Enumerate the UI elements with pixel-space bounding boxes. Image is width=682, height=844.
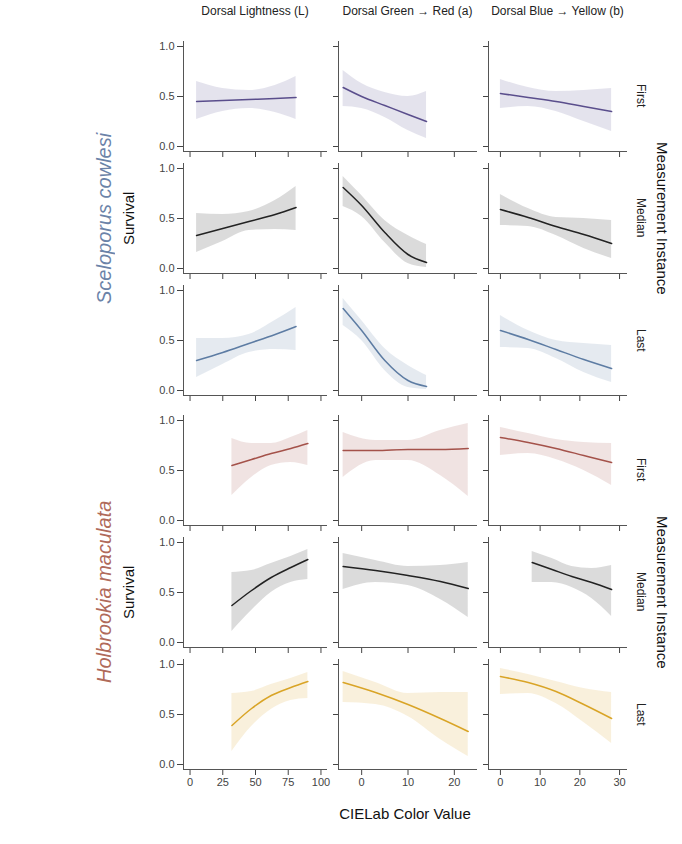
svg-text:0.0: 0.0 xyxy=(159,140,174,152)
html-text:Median: Median xyxy=(634,572,648,612)
html-text:Last: Last xyxy=(634,702,648,726)
html-text:Last: Last xyxy=(634,328,648,352)
svg-text:1.0: 1.0 xyxy=(159,284,174,296)
svg-text:1.0: 1.0 xyxy=(159,40,174,52)
svg-text:0.5: 0.5 xyxy=(159,708,174,720)
svg-text:0.0: 0.0 xyxy=(159,384,174,396)
svg-text:75: 75 xyxy=(282,776,294,788)
svg-text:0.5: 0.5 xyxy=(159,334,174,346)
svg-text:0.5: 0.5 xyxy=(159,212,174,224)
html-text:CIELab Color Value: CIELab Color Value xyxy=(339,805,471,822)
html-text:Sceloporus cowlesi: Sceloporus cowlesi xyxy=(93,132,115,304)
svg-text:10: 10 xyxy=(402,776,414,788)
svg-text:0.5: 0.5 xyxy=(159,464,174,476)
svg-text:0.0: 0.0 xyxy=(159,758,174,770)
html-text:First: First xyxy=(634,458,648,482)
html-text:Dorsal Blue → Yellow (b): Dorsal Blue → Yellow (b) xyxy=(491,4,624,18)
html-text:Survival: Survival xyxy=(120,191,137,245)
html-text:Survival: Survival xyxy=(120,565,137,619)
svg-text:0.0: 0.0 xyxy=(159,262,174,274)
html-text:Median: Median xyxy=(634,198,648,238)
html-text:First: First xyxy=(634,84,648,108)
svg-text:20: 20 xyxy=(448,776,460,788)
html-text:Dorsal Lightness (L): Dorsal Lightness (L) xyxy=(201,4,309,18)
html-text:Measurement Instance: Measurement Instance xyxy=(654,515,671,669)
svg-text:0.5: 0.5 xyxy=(159,90,174,102)
svg-text:1.0: 1.0 xyxy=(159,162,174,174)
svg-text:50: 50 xyxy=(249,776,261,788)
html-text:Holbrookia maculata: Holbrookia maculata xyxy=(93,500,115,684)
html-text:Measurement Instance: Measurement Instance xyxy=(654,141,671,295)
svg-text:30: 30 xyxy=(613,776,625,788)
svg-text:100: 100 xyxy=(312,776,330,788)
svg-text:1.0: 1.0 xyxy=(159,414,174,426)
svg-text:0: 0 xyxy=(359,776,365,788)
html-text:Dorsal Green → Red (a): Dorsal Green → Red (a) xyxy=(342,4,473,18)
svg-text:20: 20 xyxy=(574,776,586,788)
svg-text:10: 10 xyxy=(534,776,546,788)
svg-text:1.0: 1.0 xyxy=(159,658,174,670)
svg-text:0: 0 xyxy=(497,776,503,788)
svg-text:25: 25 xyxy=(217,776,229,788)
svg-text:0: 0 xyxy=(187,776,193,788)
svg-text:1.0: 1.0 xyxy=(159,536,174,548)
svg-text:0.5: 0.5 xyxy=(159,586,174,598)
svg-text:0.0: 0.0 xyxy=(159,636,174,648)
svg-text:0.0: 0.0 xyxy=(159,514,174,526)
